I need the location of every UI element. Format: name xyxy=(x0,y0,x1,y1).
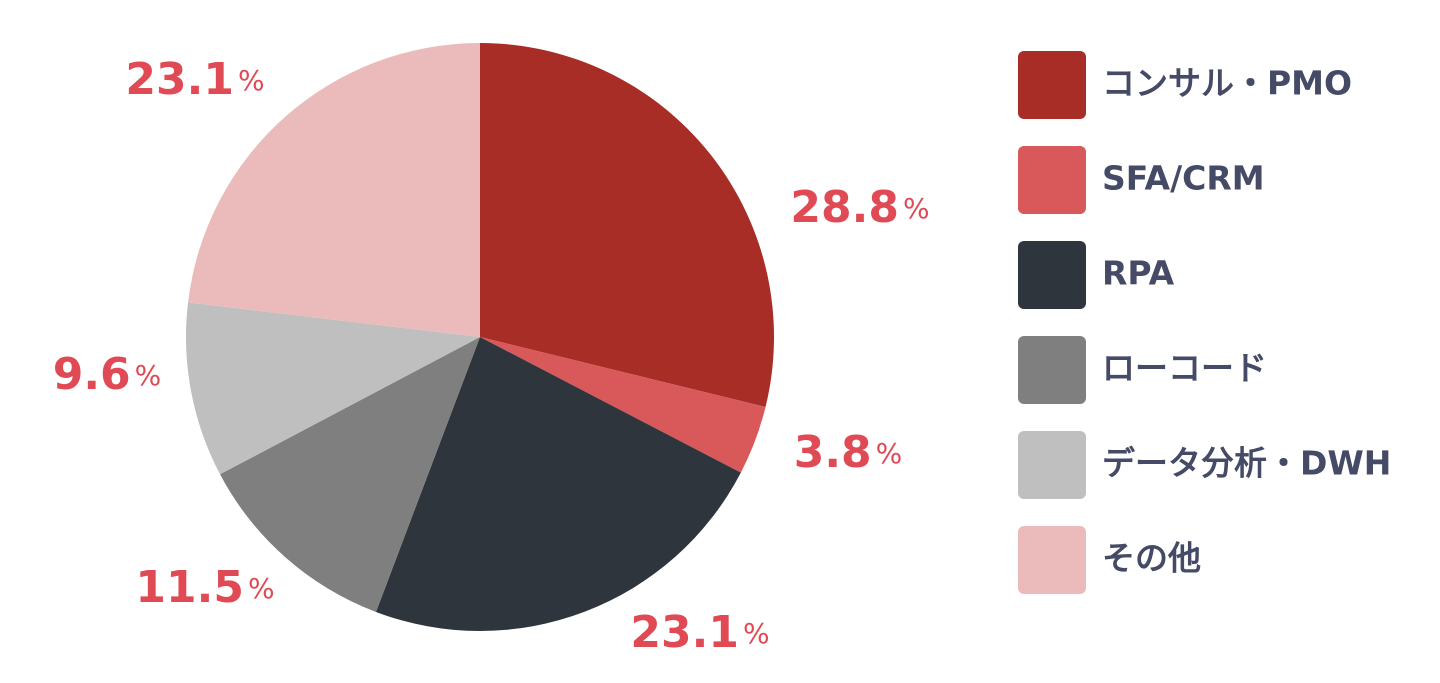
label-unit: % xyxy=(876,437,903,470)
label-unit: % xyxy=(903,192,930,225)
legend-label: その他 xyxy=(1102,539,1201,578)
legend-item: SFA/CRM xyxy=(1018,146,1265,214)
legend-label: ローコード xyxy=(1102,349,1267,388)
pie-slice xyxy=(188,43,481,337)
legend-swatch xyxy=(1018,51,1086,119)
pie-slice xyxy=(220,337,480,612)
label-unit: % xyxy=(743,617,770,650)
legend-swatch xyxy=(1018,431,1086,499)
legend-item: ローコード xyxy=(1018,336,1267,404)
data-label: 11.5% xyxy=(135,562,274,613)
data-label: 9.6% xyxy=(53,349,162,400)
legend-item: RPA xyxy=(1018,241,1175,309)
data-label: 23.1% xyxy=(630,607,769,658)
data-label: 23.1% xyxy=(125,54,264,105)
pie-slice xyxy=(375,337,741,631)
legend-label: データ分析・DWH xyxy=(1102,444,1391,483)
legend-item: その他 xyxy=(1018,526,1201,594)
legend-label: コンサル・PMO xyxy=(1102,64,1352,103)
label-unit: % xyxy=(135,359,162,392)
legend-label: RPA xyxy=(1102,254,1175,293)
label-number: 3.8 xyxy=(794,427,872,478)
label-unit: % xyxy=(238,64,265,97)
legend-swatch xyxy=(1018,336,1086,404)
legend-swatch xyxy=(1018,526,1086,594)
label-number: 23.1 xyxy=(125,54,234,105)
label-unit: % xyxy=(248,572,275,605)
label-number: 23.1 xyxy=(630,607,739,658)
pie-slice xyxy=(480,337,766,473)
data-label: 3.8% xyxy=(794,427,903,478)
pie-slice xyxy=(480,43,774,408)
legend-swatch xyxy=(1018,146,1086,214)
data-label: 28.8% xyxy=(790,182,929,233)
label-number: 9.6 xyxy=(53,349,131,400)
label-number: 28.8 xyxy=(790,182,899,233)
legend-item: コンサル・PMO xyxy=(1018,51,1352,119)
legend-swatch xyxy=(1018,241,1086,309)
pie-slice xyxy=(185,302,480,475)
label-number: 11.5 xyxy=(135,562,244,613)
legend-item: データ分析・DWH xyxy=(1018,431,1391,499)
legend-label: SFA/CRM xyxy=(1102,159,1265,198)
